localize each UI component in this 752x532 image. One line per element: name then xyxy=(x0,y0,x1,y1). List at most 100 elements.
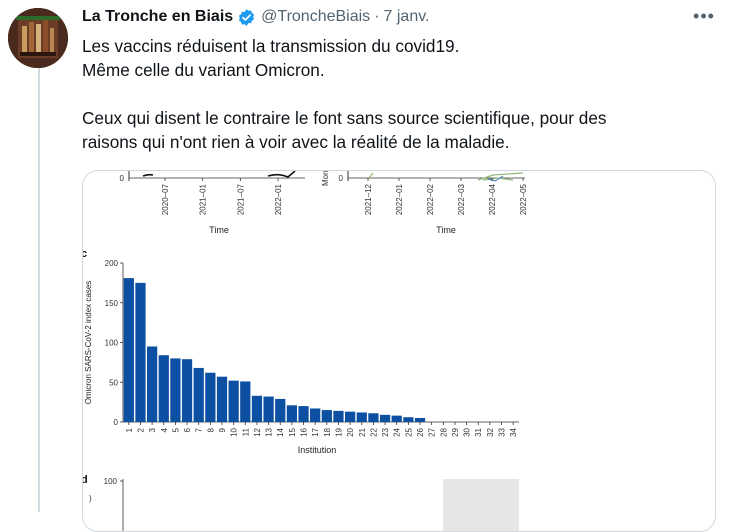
x-tick-label: 2021–07 xyxy=(236,183,245,215)
x-tick-label: 24 xyxy=(393,427,402,436)
x-tick-label: 2022–01 xyxy=(274,183,283,215)
bar xyxy=(391,415,402,422)
x-tick-label: 20 xyxy=(346,427,355,436)
x-tick-label: 21 xyxy=(358,427,367,436)
bar xyxy=(333,410,344,422)
x-tick-label: 26 xyxy=(416,427,425,436)
bar xyxy=(414,418,426,422)
y-tick-label: 0 xyxy=(114,418,119,427)
y-tick-label: 100 xyxy=(105,339,119,348)
tweet-media-image[interactable]: 0 2020–07 2021–01 2021–07 2022–01 Time Mon … xyxy=(82,170,716,532)
bar xyxy=(368,413,379,422)
y-tick-label: 200 xyxy=(105,259,119,268)
x-tick-label: 13 xyxy=(265,427,274,436)
x-tick-label: 23 xyxy=(381,427,390,436)
bar xyxy=(205,372,216,422)
panel-d: d 100 ) xyxy=(83,474,519,531)
x-tick-label: 15 xyxy=(288,427,297,436)
x-tick-label: 2021–01 xyxy=(199,183,208,215)
header-separator: · xyxy=(374,8,380,25)
x-axis-label: Time xyxy=(209,225,229,235)
bar xyxy=(170,358,181,422)
x-tick-label: 19 xyxy=(334,427,343,436)
more-options-icon[interactable]: ••• xyxy=(693,5,715,26)
tweet-text-line: Les vaccins réduisent la transmission du… xyxy=(82,36,460,56)
avatar[interactable] xyxy=(8,8,68,68)
bar xyxy=(298,406,309,422)
x-tick-label: 2020–07 xyxy=(161,183,170,215)
top-left-panel: 0 2020–07 2021–01 2021–07 2022–01 Time xyxy=(120,171,305,235)
top-right-panel: Mon 0 2021–12 2022–01 2022–02 2022–03 2022–0… xyxy=(321,171,528,235)
x-tick-label: 25 xyxy=(404,427,413,436)
y-axis-label-fragment: Mon xyxy=(321,171,330,186)
bar xyxy=(228,380,239,422)
x-tick-label: 5 xyxy=(171,427,180,432)
bar xyxy=(240,381,251,422)
x-tick-label: 6 xyxy=(183,427,192,432)
x-tick-label: 28 xyxy=(439,427,448,436)
x-tick-label: 2021–12 xyxy=(364,183,373,215)
x-axis-label: Institution xyxy=(298,445,337,455)
scientific-figure: 0 2020–07 2021–01 2021–07 2022–01 Time Mon … xyxy=(83,171,528,531)
x-tick-label: 3 xyxy=(148,427,157,432)
bar xyxy=(123,278,134,422)
bar xyxy=(275,398,286,422)
x-tick-label: 8 xyxy=(206,427,215,432)
tweet-text-line: Ceux qui disent le contraire le font san… xyxy=(82,108,607,128)
bar xyxy=(193,367,204,422)
x-tick-label: 2022–05 xyxy=(519,183,528,215)
x-tick-label: 7 xyxy=(195,427,204,432)
x-tick-label: 2 xyxy=(136,427,145,432)
panel-d-y-tick: 100 xyxy=(104,477,118,486)
x-tick-label: 9 xyxy=(218,427,227,432)
x-tick-label: 32 xyxy=(486,427,495,436)
tweet-header: La Tronche en Biais @TroncheBiais · 7 ja… xyxy=(82,6,429,28)
y-tick-label: 50 xyxy=(109,378,118,387)
panel-c-label: c xyxy=(83,248,87,260)
panel-d-shaded-region xyxy=(443,479,519,531)
x-tick-label: 2022–04 xyxy=(488,183,497,215)
x-tick-label: 30 xyxy=(463,427,472,436)
bar xyxy=(403,417,414,422)
bar xyxy=(181,359,193,422)
bar xyxy=(344,411,356,422)
x-tick-label: 11 xyxy=(241,427,250,436)
x-tick-label: 12 xyxy=(253,427,262,436)
author-handle[interactable]: @TroncheBiais xyxy=(261,8,371,25)
x-tick-label: 4 xyxy=(160,427,169,432)
y-zero-label: 0 xyxy=(339,174,344,183)
tweet-date[interactable]: 7 janv. xyxy=(383,8,430,25)
tweet-text-line: raisons qui n'ont rien à voir avec la ré… xyxy=(82,132,510,152)
bar xyxy=(158,355,169,422)
bar xyxy=(310,408,321,422)
verified-badge-icon xyxy=(237,8,256,27)
x-tick-label: 10 xyxy=(230,427,239,436)
bar-chart-panel-c: 0 50 100 150 200 Omicron SARS-CoV-2 index cas… xyxy=(84,259,519,455)
y-zero-label: 0 xyxy=(120,174,125,183)
bar xyxy=(321,410,332,422)
bar xyxy=(263,396,274,422)
bar xyxy=(356,412,367,422)
tweet-text-line: Même celle du variant Omicron. xyxy=(82,60,325,80)
panel-d-label: d xyxy=(83,474,88,486)
x-tick-label: 31 xyxy=(474,427,483,436)
bar xyxy=(135,282,146,422)
x-axis-label: Time xyxy=(436,225,456,235)
x-tick-label: 14 xyxy=(276,427,285,436)
panel-d-y-label-fragment: ) xyxy=(89,494,92,503)
x-tick-label: 27 xyxy=(428,427,437,436)
paragraph-gap xyxy=(82,82,722,106)
x-tick-label: 34 xyxy=(509,427,518,436)
y-axis-label: Omicron SARS-CoV-2 index cases xyxy=(84,281,93,405)
author-name[interactable]: La Tronche en Biais xyxy=(82,8,234,25)
bar xyxy=(251,395,263,422)
x-tick-label: 2022–02 xyxy=(426,183,435,215)
x-tick-label: 18 xyxy=(323,427,332,436)
x-tick-label: 17 xyxy=(311,427,320,436)
x-tick-label: 2022–03 xyxy=(457,183,466,215)
x-tick-label: 33 xyxy=(498,427,507,436)
bar xyxy=(146,346,158,422)
thread-line xyxy=(38,66,40,512)
x-tick-label: 16 xyxy=(300,427,309,436)
